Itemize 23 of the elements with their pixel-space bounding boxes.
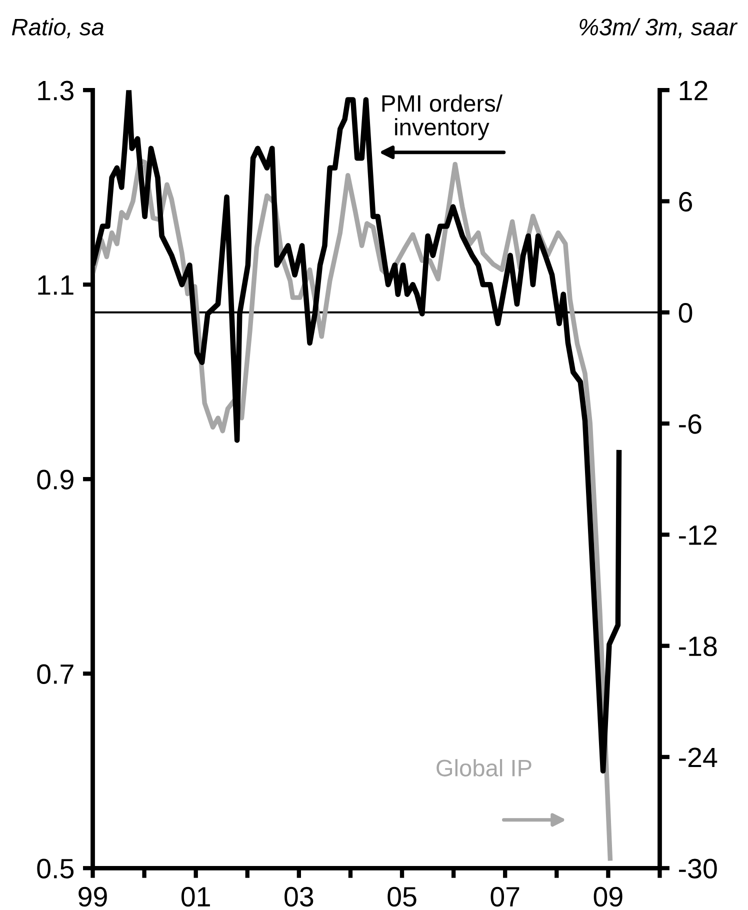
x-tick-label: 05 xyxy=(388,886,416,907)
y-tick-label: 0.7 xyxy=(37,664,74,684)
y2-axis-title: %3m/ 3m, saar xyxy=(580,18,738,38)
text: Global IP xyxy=(436,759,532,776)
y2-tick-label: -12 xyxy=(679,525,717,545)
y-tick-label: 0.5 xyxy=(37,858,74,878)
y-tick-label: 0.9 xyxy=(37,470,74,490)
x-tick-label: 09 xyxy=(594,886,622,907)
y2-tick-label: -30 xyxy=(679,858,717,878)
y-tick-label: 1.3 xyxy=(38,80,74,100)
y-axis-title: Ratio, sa xyxy=(12,18,104,38)
y2-tick-label: -18 xyxy=(679,636,717,656)
y2-tick-label: -6 xyxy=(679,414,702,434)
y2-tick-label: 12 xyxy=(680,80,708,100)
x-tick-label: 99 xyxy=(78,886,107,907)
series-label: PMI orders/ inventory xyxy=(382,94,502,140)
y2-tick-label: -24 xyxy=(679,748,718,768)
x-tick-label: 01 xyxy=(181,886,210,907)
x-tick-label: 03 xyxy=(284,886,314,907)
x-tick-label: 07 xyxy=(490,886,520,907)
y2-tick-label: 0 xyxy=(678,303,692,323)
y-tick-label: 1.1 xyxy=(38,276,74,295)
y2-tick-label: 6 xyxy=(679,192,692,212)
